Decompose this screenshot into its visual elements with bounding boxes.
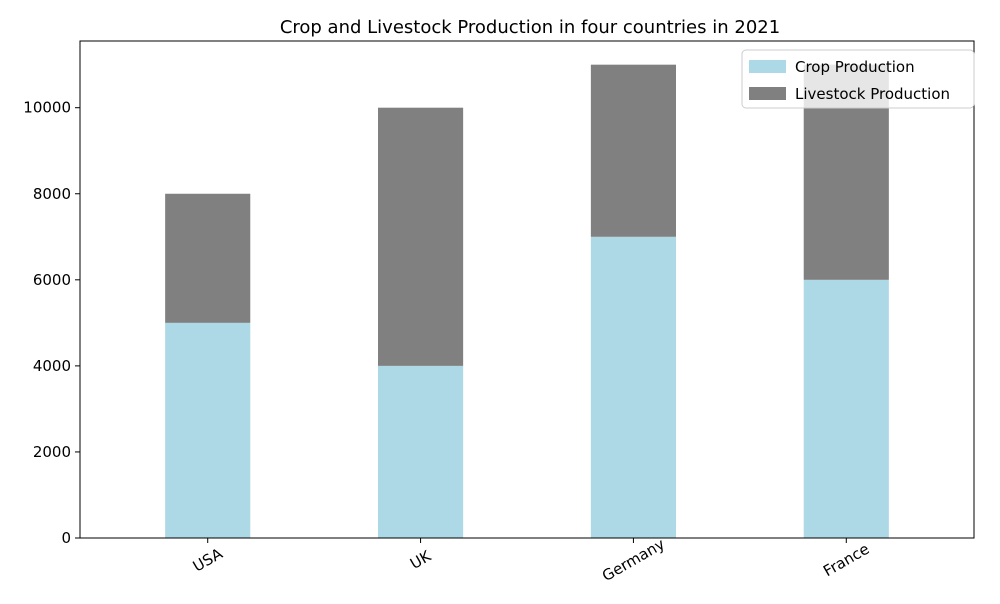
legend-swatch-2 (749, 87, 786, 100)
legend-swatch-1 (749, 60, 786, 73)
legend: Crop Production Livestock Production (741, 49, 975, 109)
plot-frame (79, 40, 975, 539)
x-tick-label-france: France (820, 540, 872, 581)
y-tick-label: 8000 (33, 185, 71, 203)
chart-title: Crop and Livestock Production in four co… (280, 17, 780, 38)
x-tick-label-usa: USA (190, 544, 227, 575)
bar-uk-series-2 (378, 107, 464, 366)
x-tick-label-uk: UK (407, 546, 435, 573)
bar-usa-series-2 (165, 193, 251, 323)
y-tick-label: 0 (61, 529, 71, 547)
bar-france-series-1 (803, 279, 889, 538)
y-tick-label: 2000 (33, 443, 71, 461)
bar-usa-series-1 (165, 322, 251, 538)
legend-box (741, 49, 975, 109)
y-tick-label: 4000 (33, 357, 71, 375)
bar-uk-series-1 (378, 365, 464, 538)
legend-label-1: Crop Production (795, 58, 915, 76)
y-tick-label: 10000 (23, 99, 71, 117)
bars-layer (165, 64, 889, 539)
bar-germany-series-2 (590, 64, 676, 237)
legend-label-2: Livestock Production (795, 85, 950, 103)
y-tick-label: 6000 (33, 271, 71, 289)
bar-germany-series-1 (590, 236, 676, 539)
